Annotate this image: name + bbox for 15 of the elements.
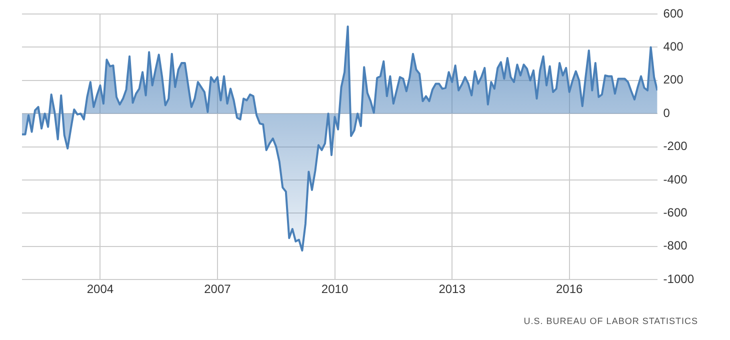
y-tick-label: -800 (663, 238, 688, 253)
y-tick-label: 600 (663, 6, 684, 20)
x-tick-label: 2004 (86, 282, 114, 296)
y-tick-label: 400 (663, 40, 684, 54)
y-tick-label: -1000 (663, 272, 694, 286)
y-tick-label: -400 (663, 172, 688, 186)
y-tick-label: -600 (663, 206, 688, 220)
x-tick-label: 2013 (438, 282, 466, 296)
text: U.S. BUREAU OF LABOR STATISTICS (524, 316, 698, 326)
x-tick-label: 2007 (204, 282, 232, 296)
x-tick-label: 2016 (556, 282, 584, 296)
x-tick-label: 2010 (321, 282, 348, 296)
y-tick-label: -200 (663, 139, 688, 154)
y-tick-label: 0 (663, 106, 670, 120)
y-tick-label: 200 (663, 72, 684, 87)
